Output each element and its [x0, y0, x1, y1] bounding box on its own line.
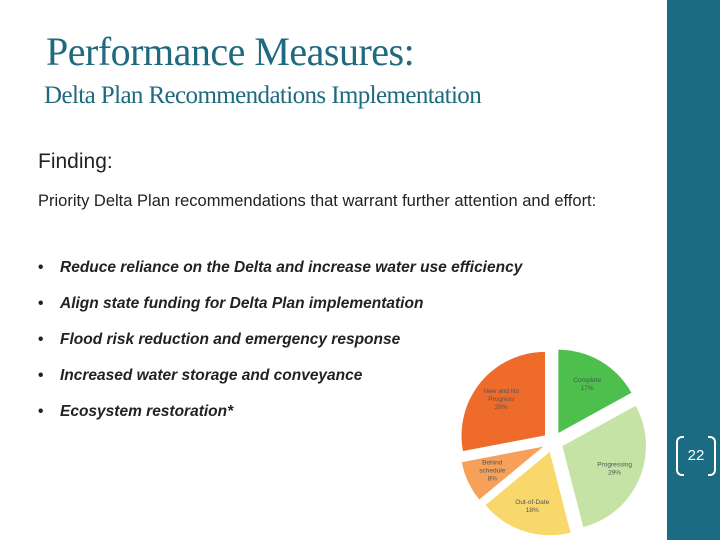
- list-item: • Increased water storage and conveyance: [38, 367, 522, 403]
- bullet-marker: •: [38, 367, 44, 384]
- pie-slice-out-of-date: [484, 451, 572, 536]
- bullet-marker: •: [38, 259, 44, 276]
- pie-slice-complete: [557, 349, 633, 434]
- left-bracket: [676, 436, 684, 476]
- bullet-marker: •: [38, 295, 44, 312]
- status-pie-chart: Complete 17% Progressing 29% Out-of-Date 18% B…: [461, 349, 647, 536]
- pie-slice-new-and-no-progress: [461, 351, 546, 452]
- pie-slice-behind-schedule: [461, 446, 545, 501]
- list-item-text: Reduce reliance on the Delta and increas…: [60, 259, 523, 276]
- slide-subtitle: Delta Plan Recommendations Implementatio…: [44, 82, 482, 109]
- page-number-badge: 22: [676, 436, 716, 476]
- pie-slice-label: New and No Progress 28%: [483, 388, 519, 411]
- slide-title: Performance Measures:: [46, 29, 415, 74]
- bullet-marker: •: [38, 403, 44, 420]
- pie-slice-label: Complete 17%: [573, 377, 601, 392]
- list-item-text: Align state funding for Delta Plan imple…: [60, 295, 424, 312]
- pie-slice-label: Out-of-Date 18%: [515, 499, 549, 514]
- list-item: • Flood risk reduction and emergency resp…: [38, 331, 522, 367]
- finding-description: Priority Delta Plan recommendations that…: [38, 192, 597, 210]
- right-bracket: [708, 436, 716, 476]
- right-sidebar-band: [667, 0, 720, 540]
- list-item-text: Increased water storage and conveyance: [60, 367, 363, 384]
- list-item: • Reduce reliance on the Delta and increa…: [38, 259, 522, 295]
- page-number: 22: [687, 447, 705, 464]
- list-item-text: Flood risk reduction and emergency respo…: [60, 331, 401, 348]
- pie-slice-label: Behind schedule 8%: [479, 460, 505, 483]
- finding-heading: Finding:: [38, 150, 113, 173]
- list-item-text: Ecosystem restoration*: [60, 403, 234, 420]
- list-item: • Ecosystem restoration*: [38, 403, 522, 439]
- pie-slice-label: Progressing 29%: [597, 462, 632, 477]
- recommendation-list: • Reduce reliance on the Delta and increa…: [38, 259, 522, 439]
- pie-slice-progressing: [561, 405, 647, 528]
- list-item: • Align state funding for Delta Plan impl…: [38, 295, 522, 331]
- bullet-marker: •: [38, 331, 44, 348]
